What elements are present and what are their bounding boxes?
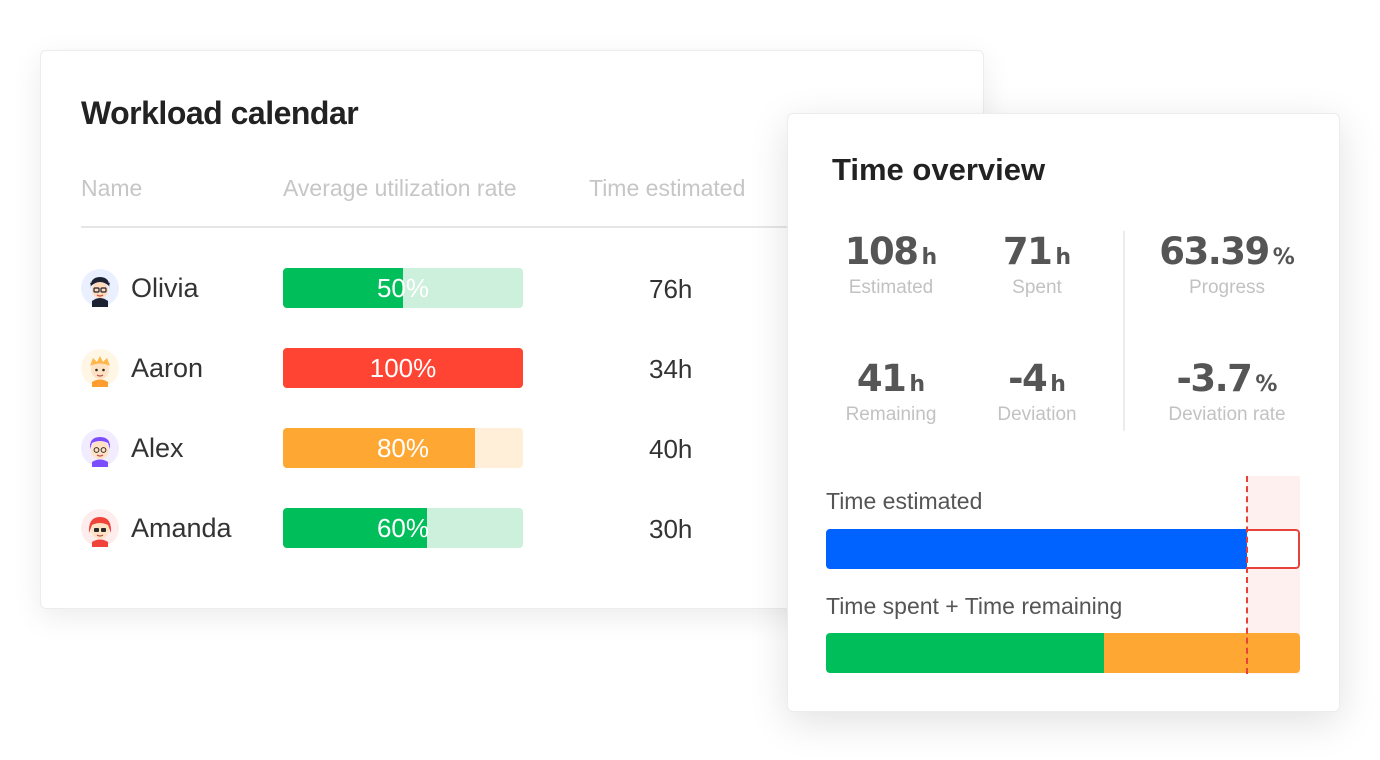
time-estimated-label: Time estimated [826, 488, 983, 514]
stat-deviation-rate-unit: % [1255, 372, 1278, 397]
stat-progress-label: Progress [1188, 277, 1266, 298]
aaron-avatar-icon [81, 349, 119, 387]
stat-spent: 71 h Spent [984, 230, 1090, 299]
column-header-utilization: Average utilization rate [283, 175, 517, 201]
utilization-fill [283, 508, 427, 548]
time-estimated-value: 40h [649, 434, 693, 464]
stat-remaining-value: 41 [856, 357, 907, 400]
person-name: Aaron [131, 353, 204, 383]
time-spent-remaining-label: Time spent + Time remaining [826, 593, 1123, 619]
utilization-label: 80% [376, 433, 430, 463]
stat-estimated-value: 108 [844, 230, 919, 273]
person-name: Olivia [131, 273, 199, 303]
person-name: Amanda [131, 513, 232, 543]
utilization-fill [283, 268, 403, 308]
stat-remaining-label: Remaining [845, 404, 937, 425]
person-name: Alex [131, 433, 184, 463]
time-remaining-fill [1104, 633, 1300, 673]
utilization-bar: 100% [283, 348, 523, 388]
stat-estimated-unit: h [921, 245, 938, 270]
time-estimated-value: 76h [649, 274, 693, 304]
time-estimated-value: 30h [649, 514, 693, 544]
stat-estimated-label: Estimated [848, 277, 934, 298]
stat-remaining-unit: h [909, 372, 926, 397]
utilization-label: 60% [376, 513, 430, 543]
column-header-time-estimated: Time estimated [589, 175, 746, 201]
time-spent-remaining-bar [826, 633, 1300, 673]
time-estimated-value: 34h [649, 354, 693, 384]
column-header-name: Name [81, 175, 143, 201]
stat-deviation-unit: h [1050, 372, 1066, 397]
stat-progress-value: 63.39 [1159, 230, 1270, 273]
alex-avatar-icon [81, 429, 119, 467]
utilization-bar: 50% [283, 268, 523, 308]
utilization-label: 50% [376, 273, 430, 303]
stat-spent-label: Spent [1012, 277, 1062, 298]
stat-progress: 63.39% Progress [1148, 230, 1306, 299]
stat-estimated: 108 h Estimated [832, 230, 950, 299]
stats-divider [1123, 231, 1125, 431]
stat-deviation: -4 h Deviation [984, 357, 1090, 426]
utilization-fill [283, 348, 523, 388]
stat-remaining: 41 h Remaining [832, 357, 950, 426]
workload-row-amanda[interactable]: Amanda 60% 30h [81, 508, 841, 548]
workload-row-olivia[interactable]: Olivia 50% 76h [81, 268, 841, 308]
header-divider [81, 226, 841, 228]
time-overview-title: Time overview [832, 152, 1046, 187]
time-estimated-bar [826, 529, 1300, 569]
stat-deviation-label: Deviation [997, 404, 1077, 425]
stat-progress-unit: % [1272, 245, 1295, 270]
stat-deviation-rate-label: Deviation rate [1168, 404, 1286, 425]
utilization-fill [283, 428, 475, 468]
utilization-bar: 80% [283, 428, 523, 468]
workload-row-aaron[interactable]: Aaron 100% 34h [81, 348, 841, 388]
amanda-avatar-icon [81, 509, 119, 547]
stat-spent-unit: h [1055, 245, 1072, 270]
olivia-avatar-icon [81, 269, 119, 307]
time-spent-fill [826, 633, 1104, 673]
utilization-bar: 60% [283, 508, 523, 548]
stat-spent-value: 71 [1002, 230, 1053, 273]
estimate-limit-line [1246, 476, 1248, 674]
workload-calendar-title: Workload calendar [81, 95, 359, 131]
stat-deviation-value: -4 [1008, 357, 1048, 400]
utilization-label: 100% [369, 353, 437, 383]
time-estimated-fill [826, 529, 1247, 569]
workload-row-alex[interactable]: Alex 80% 40h [81, 428, 841, 468]
stat-deviation-rate-value: -3.7 [1176, 357, 1253, 400]
time-estimated-overrun [1247, 529, 1300, 569]
stat-deviation-rate: -3.7% Deviation rate [1148, 357, 1306, 426]
time-overview-card: Time overview 108 h Estimated 71 h Spent 6… [787, 113, 1340, 712]
